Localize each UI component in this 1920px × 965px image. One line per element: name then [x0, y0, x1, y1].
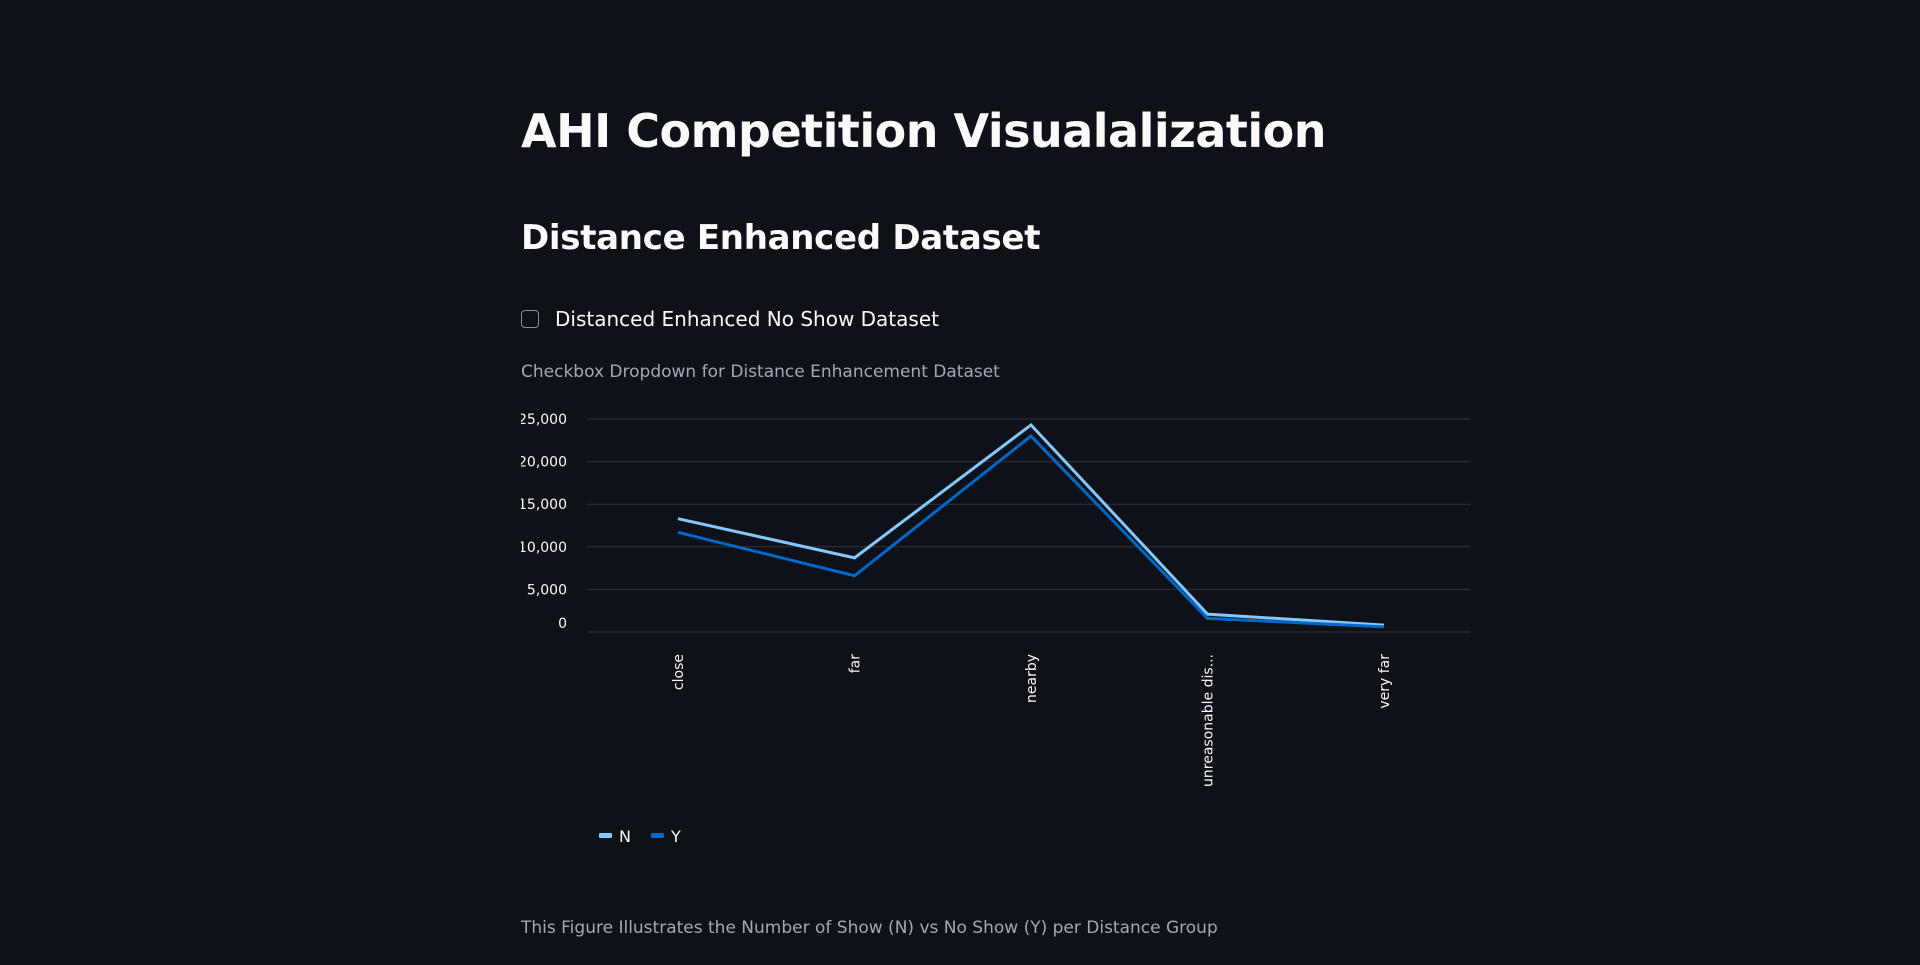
y-tick-label: 0	[558, 616, 567, 632]
chart-caption: Checkbox Dropdown for Distance Enhanceme…	[521, 362, 1000, 382]
checkbox-box[interactable]	[521, 310, 539, 328]
legend-label: Y	[670, 827, 681, 846]
y-tick-label: 10,000	[521, 540, 567, 556]
series-line-n	[677, 422, 1385, 627]
x-tick-label: far	[848, 654, 864, 674]
section-subheader: Distance Enhanced Dataset	[521, 218, 1041, 258]
legend-swatch	[599, 833, 612, 838]
legend-label: N	[619, 827, 631, 846]
series-line-y	[677, 434, 1385, 629]
page-title: AHI Competition Visualalization	[521, 104, 1327, 158]
checkbox-label: Distanced Enhanced No Show Dataset	[555, 307, 939, 331]
y-tick-label: 15,000	[521, 497, 567, 513]
x-tick-label: very far	[1377, 654, 1393, 709]
line-chart: 25,000 20,000 15,000 10,000 5,000 0 close far ne…	[521, 412, 1471, 846]
x-tick-label: nearby	[1024, 654, 1040, 703]
legend-swatch	[651, 833, 664, 838]
figure-caption: This Figure Illustrates the Number of Sh…	[521, 918, 1218, 938]
y-tick-label: 25,000	[521, 412, 567, 428]
x-tick-label: close	[671, 654, 687, 690]
y-tick-label: 20,000	[521, 455, 567, 471]
y-tick-label: 5,000	[527, 582, 567, 598]
distance-enhanced-checkbox[interactable]: Distanced Enhanced No Show Dataset	[521, 307, 939, 331]
x-tick-label: unreasonable dis...	[1201, 654, 1217, 787]
